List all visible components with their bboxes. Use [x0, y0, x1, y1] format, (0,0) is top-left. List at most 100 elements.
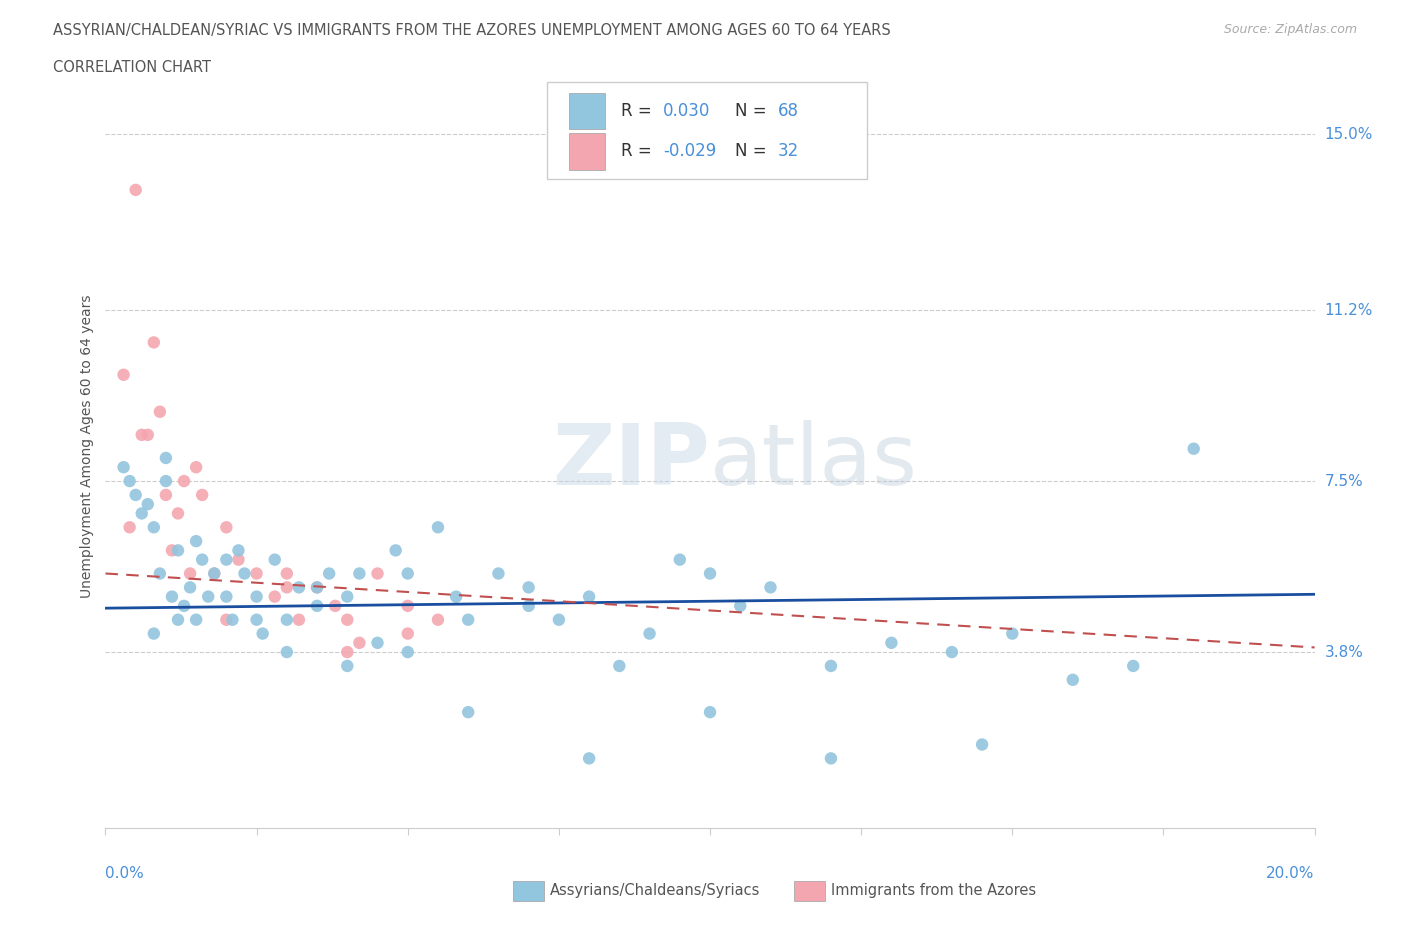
Point [349, 635, 371, 650]
Point [349, 566, 371, 581]
Point [307, 580, 329, 595]
Point [307, 598, 329, 613]
Text: 15.0%: 15.0% [1324, 126, 1372, 142]
Point [245, 612, 267, 627]
Point [263, 552, 285, 567]
Point [427, 520, 450, 535]
Text: CORRELATION CHART: CORRELATION CHART [53, 60, 211, 75]
Point [179, 566, 201, 581]
Point [112, 367, 135, 382]
Point [112, 459, 135, 474]
Point [970, 737, 993, 752]
Point [444, 590, 467, 604]
Point [186, 612, 208, 627]
Point [396, 626, 419, 641]
Point [179, 580, 201, 595]
Point [396, 566, 419, 581]
Point [191, 487, 214, 502]
Point [118, 473, 141, 488]
Text: atlas: atlas [710, 420, 918, 503]
Text: N =: N = [735, 142, 772, 160]
Text: 7.5%: 7.5% [1324, 473, 1362, 488]
Point [215, 552, 238, 567]
Point [215, 590, 238, 604]
Point [160, 543, 183, 558]
Point [427, 612, 450, 627]
Point [276, 580, 298, 595]
Point [142, 335, 165, 350]
Point [160, 590, 183, 604]
Text: N =: N = [735, 102, 772, 120]
Point [245, 590, 267, 604]
Point [730, 598, 752, 613]
Text: 11.2%: 11.2% [1324, 302, 1372, 317]
Point [699, 566, 721, 581]
Point [1122, 658, 1144, 673]
Point [638, 626, 661, 641]
Point [124, 487, 148, 502]
Point [118, 520, 141, 535]
Point [155, 473, 177, 488]
Point [669, 552, 692, 567]
Point [820, 658, 842, 673]
Text: ZIP: ZIP [553, 420, 710, 503]
Point [396, 598, 419, 613]
Point [699, 705, 721, 720]
Point [1062, 672, 1084, 687]
Point [186, 534, 208, 549]
Point [366, 566, 388, 581]
Point [215, 612, 238, 627]
Point [307, 580, 329, 595]
Point [228, 543, 250, 558]
Point [202, 566, 225, 581]
Point [336, 658, 359, 673]
Point [366, 635, 388, 650]
Point [124, 182, 148, 197]
Text: R =: R = [620, 142, 657, 160]
Point [336, 590, 359, 604]
Point [517, 580, 540, 595]
Text: 3.8%: 3.8% [1324, 644, 1364, 659]
Point [186, 459, 208, 474]
Point [173, 473, 195, 488]
Point [155, 487, 177, 502]
Point [136, 497, 159, 512]
Point [820, 751, 842, 765]
Point [288, 580, 311, 595]
Point [457, 612, 479, 627]
Text: R =: R = [620, 102, 657, 120]
Point [384, 543, 406, 558]
Point [276, 566, 298, 581]
Text: -0.029: -0.029 [662, 142, 716, 160]
Point [197, 590, 219, 604]
Text: ASSYRIAN/CHALDEAN/SYRIAC VS IMMIGRANTS FROM THE AZORES UNEMPLOYMENT AMONG AGES 6: ASSYRIAN/CHALDEAN/SYRIAC VS IMMIGRANTS F… [53, 23, 891, 38]
Point [228, 552, 250, 567]
Point [336, 612, 359, 627]
Point [233, 566, 256, 581]
Point [880, 635, 903, 650]
Text: 20.0%: 20.0% [1267, 866, 1315, 881]
Text: 0.030: 0.030 [662, 102, 710, 120]
Point [486, 566, 509, 581]
Point [548, 612, 571, 627]
Point [1182, 441, 1205, 456]
Text: 0.0%: 0.0% [105, 866, 145, 881]
Text: 32: 32 [778, 142, 799, 160]
Text: Assyrians/Chaldeans/Syriacs: Assyrians/Chaldeans/Syriacs [550, 884, 761, 898]
Text: 68: 68 [778, 102, 799, 120]
FancyBboxPatch shape [568, 133, 605, 169]
Text: Immigrants from the Azores: Immigrants from the Azores [831, 884, 1036, 898]
Text: Source: ZipAtlas.com: Source: ZipAtlas.com [1223, 23, 1357, 36]
Y-axis label: Unemployment Among Ages 60 to 64 years: Unemployment Among Ages 60 to 64 years [80, 295, 94, 598]
Point [941, 644, 963, 659]
Point [136, 428, 159, 443]
Point [396, 644, 419, 659]
Point [318, 566, 340, 581]
Point [167, 506, 190, 521]
Point [173, 598, 195, 613]
FancyBboxPatch shape [568, 93, 605, 129]
Point [263, 590, 285, 604]
Point [336, 644, 359, 659]
Point [215, 520, 238, 535]
Point [457, 705, 479, 720]
